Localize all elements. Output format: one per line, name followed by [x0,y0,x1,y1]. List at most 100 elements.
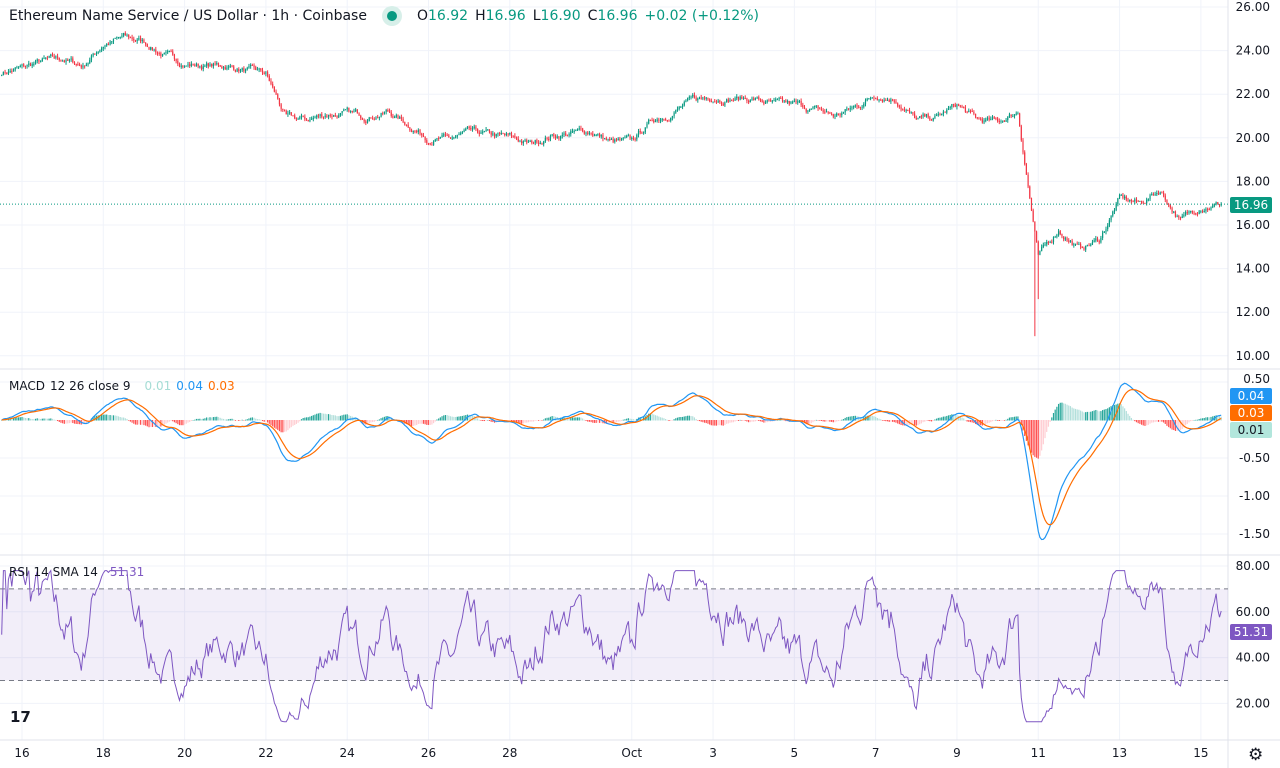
candle-body [1171,207,1173,212]
candle-body [1125,196,1127,200]
macd-histogram-bar [705,420,707,424]
macd-histogram-bar [714,420,716,426]
macd-histogram-bar [339,415,342,421]
candle-body [424,136,426,141]
macd-histogram-bar [617,420,619,422]
macd-histogram-bar [175,420,177,424]
macd-histogram-bar [942,416,944,421]
candle-body [373,119,375,121]
candle-body [184,65,186,68]
candle-body [556,136,558,138]
rsi-legend[interactable]: RSI 14 SMA 14 51.31 [9,565,149,579]
candle-body [1107,225,1109,230]
candle-body [531,140,533,143]
price-tick-label: 20.00 [1236,131,1270,145]
macd-histogram-bar [612,420,614,424]
candle-body [23,64,25,66]
candle-body [785,100,787,103]
gear-icon[interactable]: ⚙ [1248,745,1264,765]
macd-histogram-bar [165,420,167,424]
macd-legend[interactable]: MACD 12 26 close 9 0.01 0.04 0.03 [9,379,240,393]
candle-body [705,97,707,99]
symbol-legend: Ethereum Name Service / US Dollar · 1h ·… [9,8,759,24]
macd-histogram-bar [1047,420,1050,427]
candle-body [849,108,851,110]
macd-histogram-bar [309,416,311,421]
candle-body [197,63,199,67]
macd-histogram-bar [1076,409,1078,421]
macd-histogram-bar [409,420,411,426]
macd-histogram-bar [78,420,81,425]
macd-histogram-bar [1113,405,1116,421]
candle-body [480,132,482,134]
candle-body [255,67,257,70]
macd-histogram-bar [1073,408,1075,421]
macd-histogram-bar [927,420,929,421]
macd-histogram-bar [419,420,421,424]
candle-body [936,114,938,116]
candle-body [653,120,655,123]
candle-body [1179,217,1182,219]
candle-body [453,137,455,139]
candle-body [189,64,191,66]
macd-histogram-bar [726,420,728,424]
candle-body [1081,246,1083,248]
candle-body [605,138,607,140]
macd-histogram-bar [537,420,540,421]
open-value: 16.92 [428,8,469,24]
macd-histogram-bar [177,420,179,425]
macd-histogram-bar [70,420,72,423]
candle-body [119,36,121,38]
macd-histogram-bar [60,420,62,423]
candle-body [1071,240,1073,246]
macd-histogram-bar [422,420,425,424]
candle-body [825,111,828,113]
candle-body [566,135,568,137]
candle-body [466,126,469,129]
candle-body [4,71,6,73]
macd-histogram-bar [275,420,277,429]
candle-body [742,97,745,99]
macd-histogram-bar [754,420,756,422]
macd-histogram-bar [317,413,320,421]
candle-body [634,138,636,140]
candle-body [802,104,804,108]
candle-body [266,72,269,76]
macd-histogram-bar [659,417,662,421]
candle-body [803,107,806,110]
macd-histogram-bar [1088,411,1090,421]
macd-histogram-bar [273,420,275,428]
candle-body [788,100,790,104]
candle-body [378,116,380,118]
candle-body [1044,244,1046,246]
candle-body [212,63,214,67]
symbol-title[interactable]: Ethereum Name Service / US Dollar · 1h ·… [9,8,367,24]
candle-body [675,110,677,113]
macd-histogram-bar [1200,418,1202,421]
rsi-band-fill [0,588,1228,681]
candle-body [460,133,462,135]
candle-body [1002,120,1004,122]
macd-histogram-bar [287,420,289,431]
macd-histogram-bar [1201,418,1204,421]
candle-body [9,70,11,72]
candle-body [1146,199,1148,204]
macd-tag: 0.04 [1230,388,1272,404]
candle-body [114,37,116,39]
candle-body [949,107,951,109]
tradingview-logo[interactable]: 17 [10,708,31,726]
candle-body [280,104,282,109]
macd-histogram-bar [690,415,692,421]
candle-body [482,131,484,133]
macd-histogram-bar [460,416,462,421]
candle-body [244,69,247,72]
candle-body [366,121,369,124]
macd-histogram-bar [1039,420,1041,456]
candle-body [964,107,967,112]
candle-body [893,100,895,102]
candle-body [929,117,931,120]
candle-body [165,52,167,54]
candle-body [644,127,646,133]
macd-histogram-bar [250,417,252,421]
